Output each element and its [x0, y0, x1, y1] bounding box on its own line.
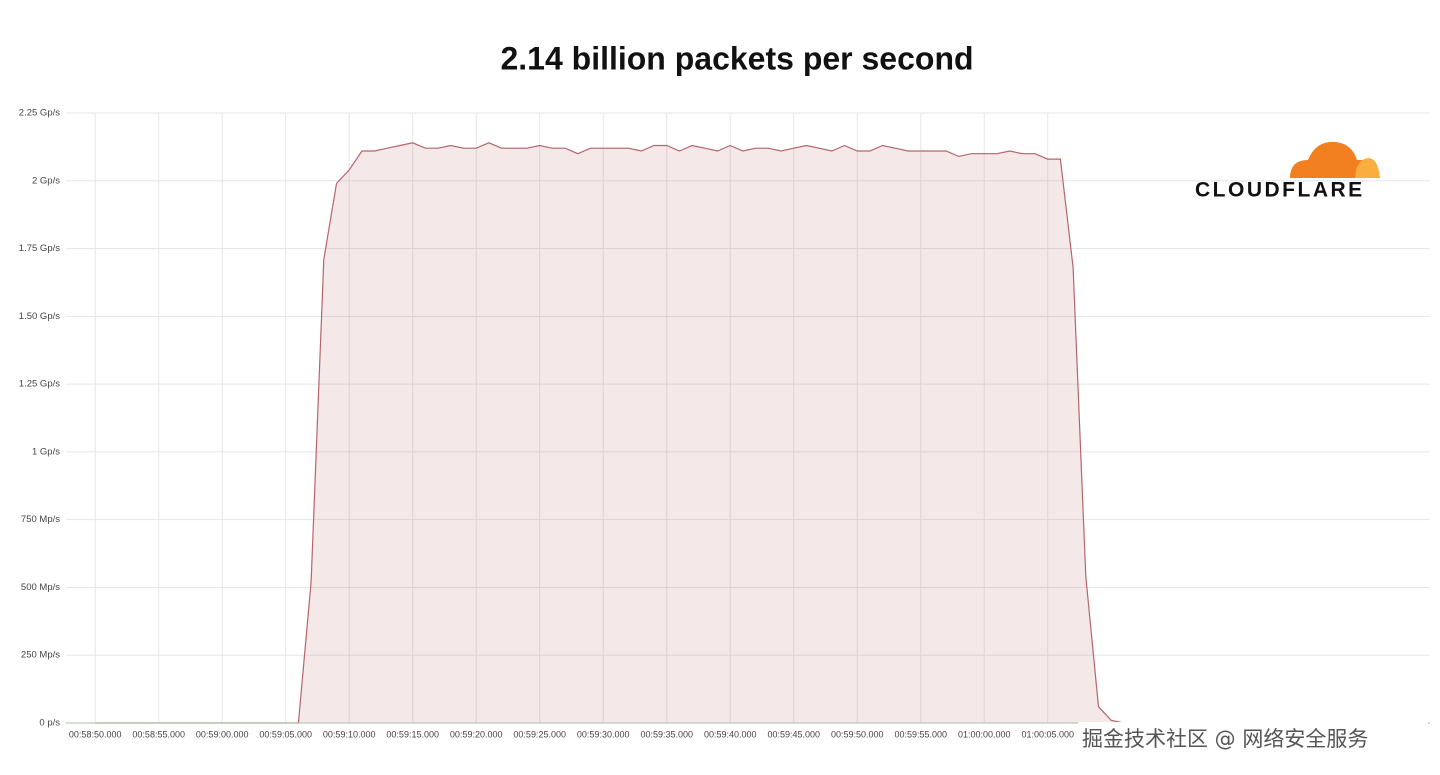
x-tick-label: 01:00:00.000 [958, 729, 1011, 739]
y-tick-label: 250 Mp/s [21, 650, 60, 661]
x-tick-label: 00:59:05.000 [259, 729, 312, 739]
y-tick-label: 750 Mp/s [21, 514, 60, 525]
y-tick-label: 0 p/s [39, 718, 60, 729]
logo: CLOUDFLARE [1195, 141, 1380, 202]
x-tick-label: 01:00:05.000 [1021, 729, 1074, 739]
grid [66, 112, 1430, 724]
x-tick-label: 00:59:10.000 [323, 729, 376, 739]
area-fill [95, 142, 1429, 724]
x-tick-label: 00:59:45.000 [767, 729, 820, 739]
x-tick-label: 00:58:50.000 [69, 729, 122, 739]
x-tick-label: 00:59:50.000 [831, 729, 884, 739]
y-tick-label: 1.25 Gp/s [19, 379, 60, 390]
x-tick-label: 00:59:20.000 [450, 729, 503, 739]
y-tick-label: 2.25 Gp/s [19, 108, 60, 119]
y-tick-label: 500 Mp/s [21, 582, 60, 593]
y-tick-label: 1.50 Gp/s [19, 311, 60, 322]
y-tick-label: 1.75 Gp/s [19, 243, 60, 254]
watermark: 掘金技术社区 @ 网络安全服务 [1082, 727, 1368, 751]
x-tick-label: 00:59:55.000 [894, 729, 947, 739]
logo-text: CLOUDFLARE [1195, 179, 1365, 202]
logo-cloud-small [1355, 158, 1380, 178]
chart-title: 2.14 billion packets per second [500, 40, 973, 76]
y-tick-label: 2 Gp/s [32, 175, 60, 186]
x-tick-label: 00:58:55.000 [132, 729, 185, 739]
x-tick-label: 00:59:40.000 [704, 729, 757, 739]
logo-cloud [1290, 141, 1378, 178]
series-line [95, 142, 1429, 724]
x-tick-label: 00:59:30.000 [577, 729, 630, 739]
x-tick-label: 00:59:00.000 [196, 729, 249, 739]
labels: 0 p/s 250 Mp/s 500 Mp/s 750 Mp/s 1 Gp/s 1.25 … [19, 108, 1074, 740]
x-tick-label: 00:59:15.000 [386, 729, 439, 739]
x-tick-label: 00:59:35.000 [640, 729, 693, 739]
x-tick-label: 00:59:25.000 [513, 729, 566, 739]
plot [95, 142, 1429, 724]
watermark-bg [1078, 722, 1428, 756]
y-tick-label: 1 Gp/s [32, 446, 60, 457]
